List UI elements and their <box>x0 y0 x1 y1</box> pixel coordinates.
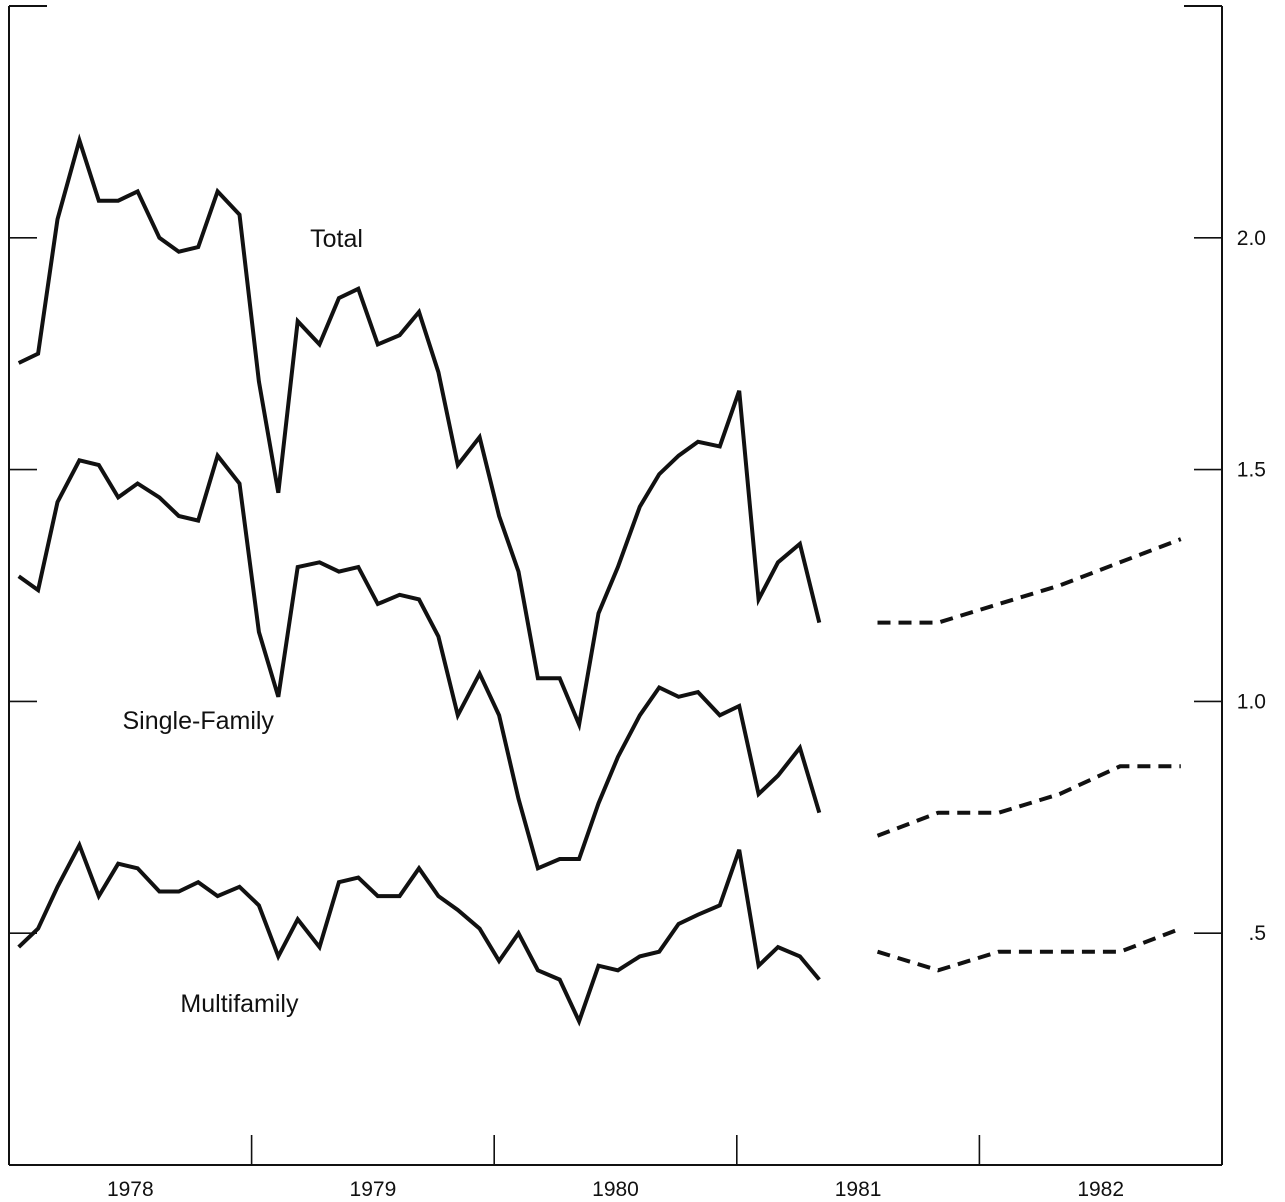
y-tick-label: .5 <box>1248 922 1266 945</box>
series-forecast-single-family <box>876 764 1181 838</box>
x-axis-ticks: 1978 1979 1980 1981 1982 <box>107 1135 1124 1201</box>
y-tick-label: 1.0 <box>1237 690 1266 713</box>
series-forecast-multifamily <box>876 926 1182 973</box>
x-tick-label: 1982 <box>1077 1178 1124 1201</box>
y-tick-label: 1.5 <box>1237 459 1266 482</box>
x-tick-label: 1978 <box>107 1178 154 1201</box>
series-lines <box>17 133 1182 1027</box>
x-tick-label: 1981 <box>835 1178 882 1201</box>
plot-frame <box>8 5 1223 1166</box>
series-labels: Total Single-Family Multifamily <box>123 225 363 1018</box>
series-label-multifamily: Multifamily <box>180 990 299 1018</box>
y-axis-ticks: .5 1.0 1.5 2.0 <box>9 227 1266 945</box>
series-line-total <box>17 133 822 732</box>
series-label-total: Total <box>310 225 363 253</box>
x-tick-label: 1980 <box>592 1178 639 1201</box>
x-tick-label: 1979 <box>350 1178 397 1201</box>
series-label-single-family: Single-Family <box>123 707 275 735</box>
series-line-single-family <box>17 451 822 872</box>
series-line-multifamily <box>17 840 821 1027</box>
series-forecast-total <box>877 537 1182 625</box>
y-tick-label: 2.0 <box>1237 227 1266 250</box>
